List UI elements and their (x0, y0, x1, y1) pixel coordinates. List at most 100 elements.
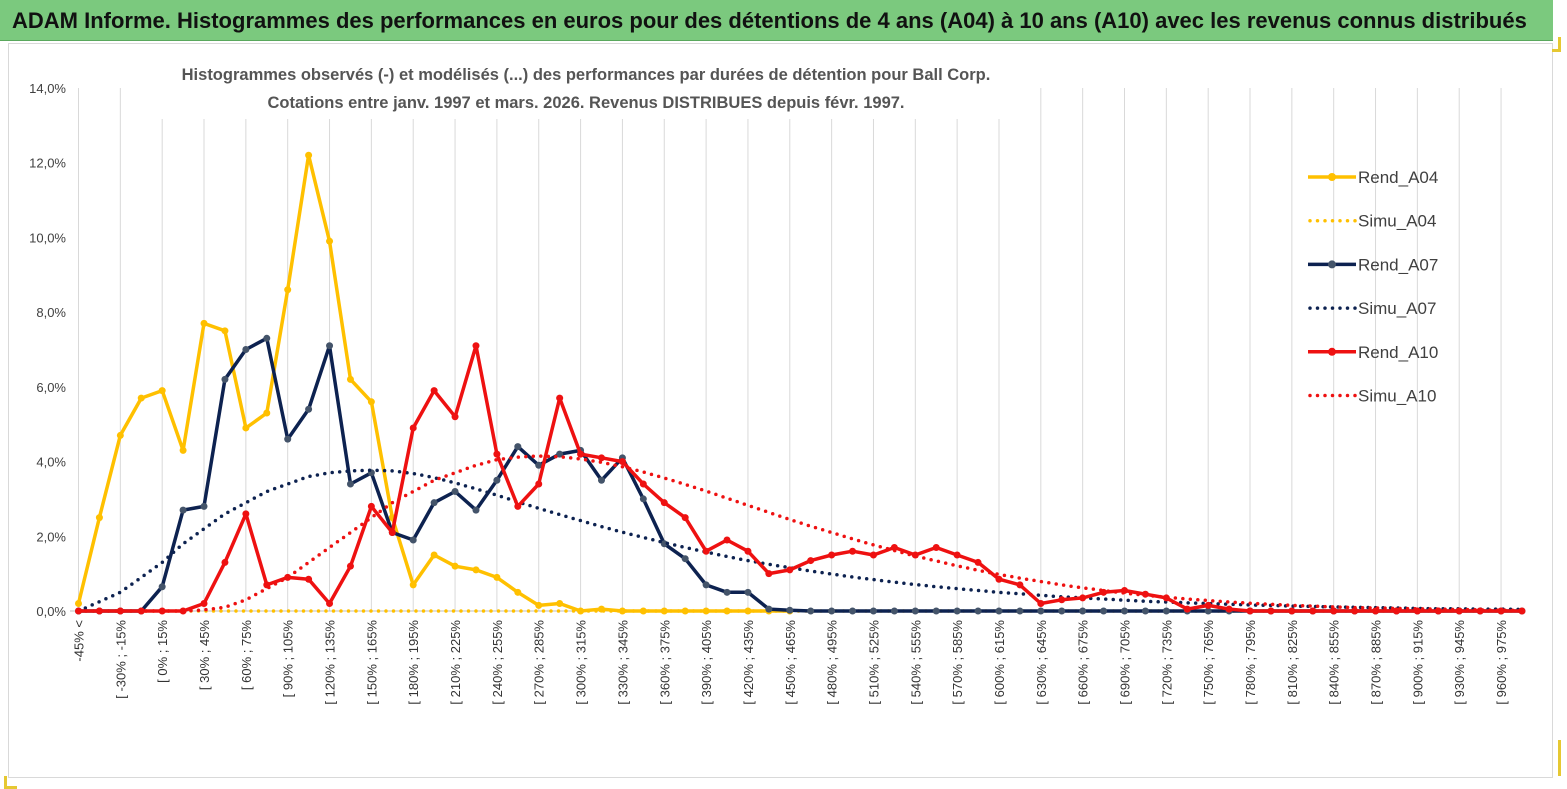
x-axis: -45% < [ -30% ; -15% [ 0% ; 15% [ 30% ; 45%… (72, 620, 1510, 705)
chart-area (8, 43, 1553, 778)
rend-a04-point (116, 431, 124, 439)
simu-a10-line (76, 454, 1524, 613)
rend-a07-point (849, 607, 857, 615)
page-title: ADAM Informe. Histogrammes des performan… (0, 0, 1553, 41)
rend-a07-point (828, 607, 836, 615)
x-tick-label: [ 60% ; 75% (239, 620, 254, 691)
rend-a10-point (1288, 607, 1296, 615)
rend-a10-point (346, 562, 354, 570)
series-layer (75, 151, 1526, 615)
rend-a04-point (514, 588, 522, 596)
simu-a07-line (76, 468, 1524, 613)
rend-a10-point (974, 558, 982, 566)
rend-a07-point (409, 536, 417, 544)
rend-a04-point (284, 286, 292, 294)
rend-a07-point (1121, 607, 1128, 615)
rend-a10-point (1267, 607, 1275, 615)
x-tick-label: [ 510% ; 525% (866, 620, 881, 705)
corner-marker (1552, 740, 1561, 776)
rend-a10-point (681, 514, 689, 522)
rend-a10-line (78, 344, 1522, 613)
rend-a07-point (660, 540, 668, 548)
x-tick-label: [ 780% ; 795% (1243, 620, 1258, 705)
x-tick-label: [ 180% ; 195% (406, 620, 421, 705)
rend-a04-point (702, 607, 710, 615)
x-tick-label: [ 750% ; 765% (1201, 620, 1216, 705)
rend-a10-point (430, 387, 438, 395)
rend-a10-point (472, 342, 480, 350)
rend-a10-point (556, 394, 564, 402)
simu-a07-legend-label: Simu_A07 (1358, 299, 1436, 318)
rend-a04-point (493, 573, 501, 581)
rend-a10-point (1079, 594, 1087, 602)
rend-a07-point (284, 435, 292, 443)
y-tick-label: 2,0% (36, 529, 66, 544)
rend-a10-point (828, 551, 836, 559)
x-tick-label: [ 660% ; 675% (1076, 620, 1091, 705)
rend-a07-point (1162, 607, 1170, 615)
x-tick-label: [ 120% ; 135% (323, 620, 338, 705)
rend-a07-point (890, 607, 898, 615)
x-tick-label: [ 420% ; 435% (741, 620, 756, 705)
rend-a07-point (744, 588, 752, 596)
rend-a10-point (995, 575, 1003, 583)
rend-a10-point (618, 458, 626, 466)
rend-a04-point (137, 394, 145, 402)
rend-a10-point (744, 547, 752, 555)
rend-a10-point (388, 529, 396, 537)
rend-a07-point (702, 581, 710, 589)
rend-a07-legend-label: Rend_A07 (1358, 255, 1438, 274)
x-tick-label: [ 300% ; 315% (574, 620, 589, 705)
rend-a07-point (263, 334, 271, 342)
rend-a10-point (702, 547, 710, 555)
rend-a07-point (221, 375, 229, 383)
rend-a07-point (200, 502, 208, 510)
y-tick-label: 4,0% (36, 455, 66, 470)
rend-a10-point (1037, 600, 1045, 608)
rend-a10-point (1330, 607, 1338, 615)
rend-a10-point (514, 502, 522, 510)
rend-a04-point (744, 607, 752, 615)
rend-a04-legend-marker (1328, 173, 1336, 181)
grid-lines (70, 88, 1520, 612)
rend-a10-point (221, 558, 229, 566)
simu-a04-legend-label: Simu_A04 (1358, 212, 1436, 231)
rend-a04-point (409, 581, 417, 589)
x-tick-label: [ 570% ; 585% (950, 620, 965, 705)
rend-a04-point (451, 562, 459, 570)
rend-a07-point (807, 607, 815, 615)
rend-a07-point (242, 346, 250, 353)
chart-title-line1: Histogrammes observés (-) et modélisés (… (182, 66, 991, 84)
rend-a07-point (1204, 607, 1212, 615)
x-tick-label: [ 30% ; 45% (197, 620, 212, 691)
y-tick-label: 12,0% (29, 156, 66, 171)
rend-a07-point (451, 487, 459, 495)
x-tick-label: [ 150% ; 165% (364, 620, 379, 705)
rend-a04-point (263, 409, 271, 417)
rend-a04-point (472, 566, 480, 574)
x-tick-label: [ 840% ; 855% (1327, 620, 1342, 705)
rend-a10-point (1351, 607, 1359, 615)
chart-title-bg (152, 57, 1020, 119)
rend-a07-point (514, 443, 522, 451)
rend-a10-point (305, 575, 313, 583)
x-tick-label: [ 690% ; 705% (1118, 620, 1133, 705)
rend-a10-point (869, 551, 877, 559)
y-tick-label: 0,0% (36, 604, 66, 619)
rend-a04-point (535, 601, 543, 609)
x-tick-label: -45% < (72, 620, 87, 662)
rend-a07-point (681, 555, 689, 563)
rend-a04-point (305, 151, 313, 159)
rend-a10-point (409, 424, 417, 432)
rend-a07-point (974, 607, 982, 615)
rend-a10-point (116, 607, 124, 615)
x-tick-label: [ 480% ; 495% (825, 620, 840, 705)
rend-a07-point (179, 506, 187, 514)
corner-marker (1552, 37, 1561, 52)
rend-a07-point (639, 495, 647, 503)
x-tick-label: [ 270% ; 285% (532, 620, 547, 705)
rend-a10-point (242, 510, 250, 518)
rend-a10-legend-marker (1328, 347, 1336, 356)
rend-a04-point (346, 375, 354, 383)
